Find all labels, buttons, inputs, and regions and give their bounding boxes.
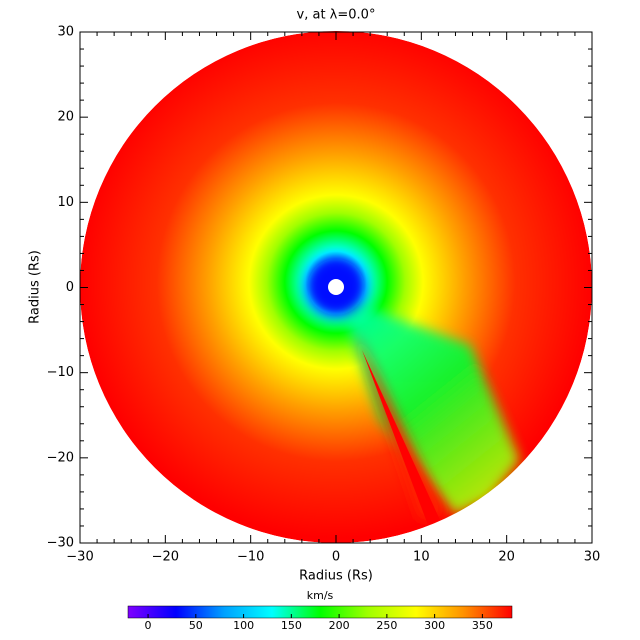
x-tick-label: −10 [237,550,264,565]
colorbar-tick-label: 150 [281,619,302,632]
colorbar-tick-label: 350 [472,619,493,632]
y-tick-label: −20 [47,450,74,465]
x-tick-label: −20 [152,550,179,565]
y-tick-label: 0 [66,280,74,295]
x-axis-label: Radius (Rs) [299,569,373,584]
sun [328,279,344,295]
colorbar-label: km/s [307,589,334,602]
y-tick-label: 20 [57,110,74,125]
x-tick-label: 30 [584,550,601,565]
y-tick-label: −30 [47,536,74,551]
y-tick-label: −10 [47,365,74,380]
x-tick-label: 0 [332,550,340,565]
y-axis-label: Radius (Rs) [28,250,43,324]
chart-title: v, at λ=0.0° [297,8,376,23]
x-tick-label: 10 [413,550,430,565]
colorbar [127,605,513,619]
y-tick-label: 10 [57,195,74,210]
colorbar-tick-label: 0 [145,619,152,632]
colorbar-tick-label: 50 [189,619,203,632]
x-tick-label: 20 [498,550,515,565]
x-tick-label: −30 [66,550,93,565]
colorbar-tick-label: 200 [329,619,350,632]
colorbar-tick-label: 250 [376,619,397,632]
colorbar-tick-label: 300 [424,619,445,632]
colorbar-tick-label: 100 [233,619,254,632]
y-tick-label: 30 [57,25,74,40]
